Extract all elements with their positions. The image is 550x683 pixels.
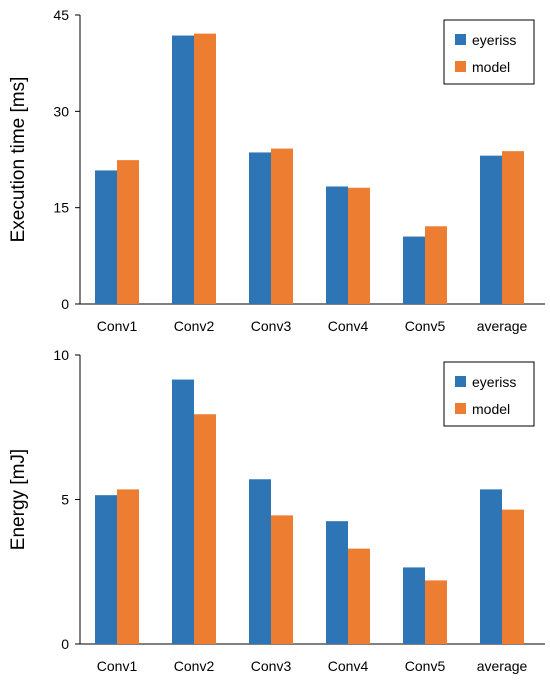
bar-model-conv4 <box>348 187 370 304</box>
y-tick-label: 45 <box>53 7 69 23</box>
bar-model-conv5 <box>425 226 447 304</box>
bar-model-average <box>502 151 524 304</box>
x-tick-label: Conv4 <box>328 318 369 334</box>
legend-swatch-model <box>455 61 466 72</box>
bar-model-conv1 <box>117 489 139 644</box>
bar-eyeriss-conv5 <box>403 567 425 644</box>
x-tick-label: Conv5 <box>405 658 446 674</box>
y-tick-label: 0 <box>61 636 69 652</box>
legend-box <box>443 361 535 427</box>
y-tick-label: 10 <box>53 347 69 363</box>
legend-label-eyeriss: eyeriss <box>472 32 516 48</box>
bar-model-conv5 <box>425 580 447 644</box>
legend-swatch-eyeriss <box>455 376 466 387</box>
x-tick-label: average <box>477 318 528 334</box>
bar-model-conv1 <box>117 160 139 304</box>
legend-swatch-eyeriss <box>455 34 466 45</box>
y-axis-title: Execution time [ms] <box>8 77 29 243</box>
bar-model-conv3 <box>271 148 293 304</box>
bar-eyeriss-conv4 <box>326 521 348 644</box>
x-tick-label: Conv5 <box>405 318 446 334</box>
bar-eyeriss-conv4 <box>326 186 348 304</box>
execution-time-chart: 0 15 30 45 Execution time [ms] Conv1 Conv2 Conv… <box>8 7 545 334</box>
bar-model-average <box>502 509 524 644</box>
legend-box <box>443 19 535 85</box>
bar-eyeriss-average <box>480 155 502 304</box>
y-axis-title: Energy [mJ] <box>8 449 29 550</box>
bar-eyeriss-average <box>480 489 502 644</box>
y-tick-label: 15 <box>53 200 69 216</box>
bar-model-conv2 <box>194 414 216 644</box>
x-tick-label: Conv1 <box>97 318 138 334</box>
x-tick-label: Conv3 <box>251 658 292 674</box>
bar-eyeriss-conv3 <box>249 479 271 644</box>
y-tick-label: 5 <box>61 492 69 508</box>
x-tick-label: average <box>477 658 528 674</box>
x-tick-label: Conv3 <box>251 318 292 334</box>
legend-swatch-model <box>455 403 466 414</box>
x-tick-label: Conv2 <box>174 318 215 334</box>
energy-chart: 0 5 10 Energy [mJ] Conv1 Conv2 Conv3 Conv4 Conv5… <box>8 347 545 674</box>
bar-eyeriss-conv1 <box>95 170 117 304</box>
legend: eyeriss model <box>443 361 535 427</box>
bar-eyeriss-conv1 <box>95 495 117 644</box>
bar-eyeriss-conv2 <box>172 379 194 644</box>
x-tick-label: Conv4 <box>328 658 369 674</box>
x-tick-label: Conv1 <box>97 658 138 674</box>
bar-eyeriss-conv3 <box>249 152 271 304</box>
bar-model-conv3 <box>271 515 293 644</box>
legend-label-model: model <box>472 401 510 417</box>
bar-eyeriss-conv2 <box>172 35 194 304</box>
legend: eyeriss model <box>443 19 535 85</box>
y-tick-label: 30 <box>53 103 69 119</box>
bar-model-conv4 <box>348 548 370 644</box>
y-tick-label: 0 <box>61 296 69 312</box>
legend-label-eyeriss: eyeriss <box>472 374 516 390</box>
bar-eyeriss-conv5 <box>403 236 425 304</box>
legend-label-model: model <box>472 59 510 75</box>
bar-model-conv2 <box>194 33 216 304</box>
x-tick-label: Conv2 <box>174 658 215 674</box>
